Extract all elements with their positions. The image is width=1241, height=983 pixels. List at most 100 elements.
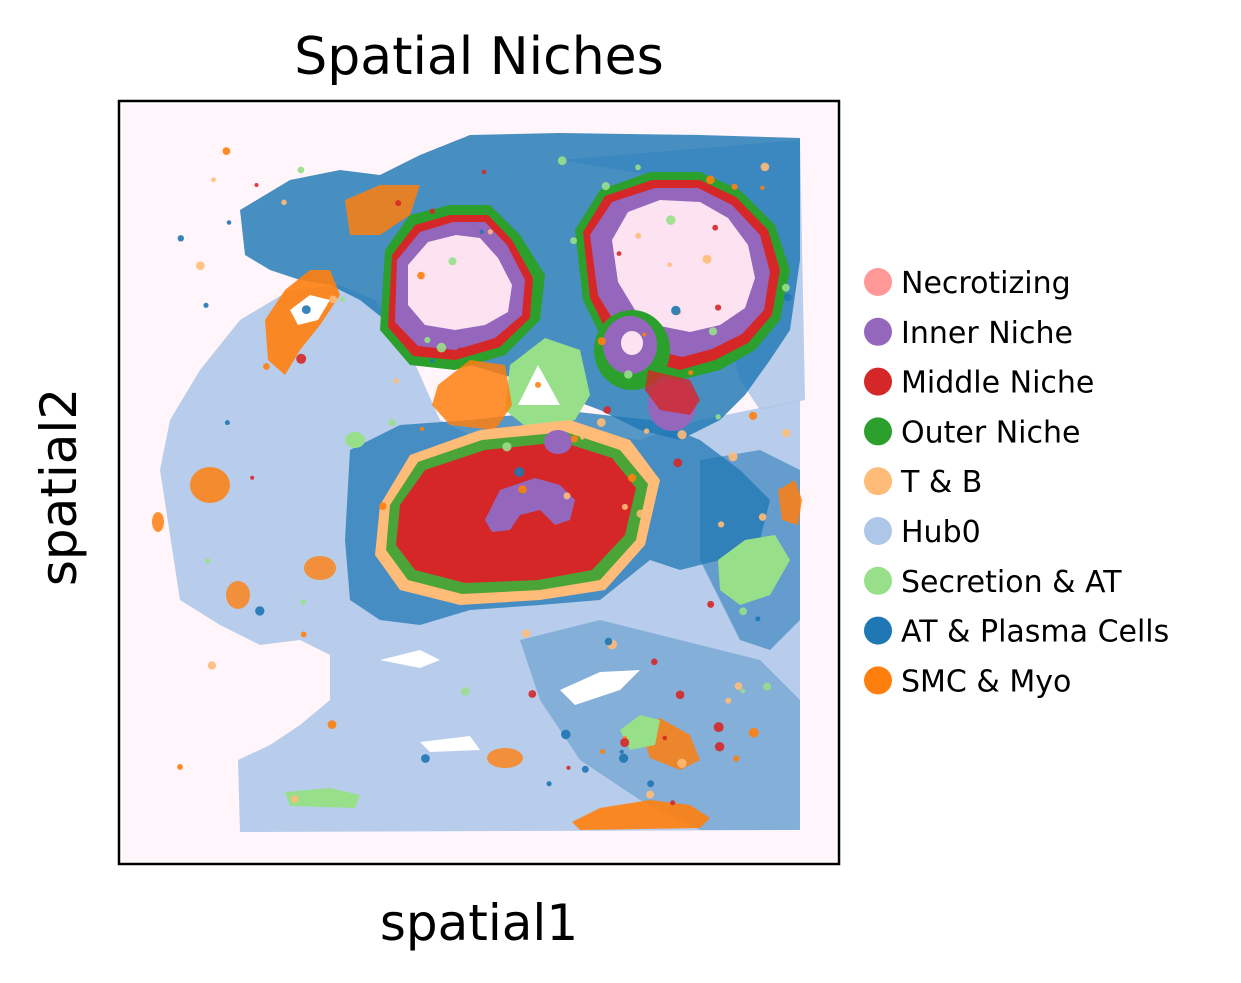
spot (677, 430, 687, 440)
spot (339, 296, 345, 302)
spot (203, 302, 209, 308)
spot (417, 271, 425, 280)
spot (557, 156, 567, 166)
spot (706, 175, 715, 185)
region-smc-myo-left3 (304, 556, 336, 580)
spot (715, 414, 721, 420)
legend-label-7: AT & Plasma Cells (901, 615, 1169, 650)
spot (379, 502, 387, 511)
spot (643, 428, 650, 434)
spot (596, 418, 606, 427)
x-axis-label: spatial1 (380, 894, 578, 952)
spot (673, 458, 683, 468)
spot (207, 661, 216, 670)
legend-marker-3 (864, 417, 892, 446)
region-inner-niche-lower-top (544, 430, 572, 454)
spot (570, 237, 578, 245)
legend-marker-5 (864, 517, 892, 545)
spot (597, 337, 606, 346)
region-middle-niche-bridge (645, 370, 700, 415)
spot (758, 513, 767, 521)
legend-marker-1 (864, 317, 892, 346)
region-necrotic-core-right (612, 200, 755, 332)
spot (327, 720, 337, 729)
spot (725, 697, 732, 704)
spot (635, 164, 641, 171)
spot (388, 419, 396, 427)
spot (647, 780, 654, 788)
legend-label-3: Outer Niche (901, 415, 1080, 450)
chart-title: Spatial Niches (294, 27, 664, 87)
spot (642, 332, 647, 337)
region-gap-lower-1 (380, 650, 440, 668)
spot (667, 262, 672, 267)
spot (177, 764, 183, 770)
spot (224, 420, 230, 426)
legend-marker-0 (864, 268, 892, 296)
spot (601, 182, 610, 191)
spot (675, 690, 685, 700)
spot (296, 353, 307, 364)
spot (621, 503, 628, 510)
spot (226, 220, 232, 225)
spot (713, 722, 724, 733)
spot (670, 800, 676, 806)
spots-layer (177, 147, 792, 806)
spot (715, 304, 722, 311)
spot (177, 235, 184, 242)
spot (456, 544, 462, 550)
region-smc-myo-right-edge (778, 480, 802, 525)
spot (570, 435, 579, 443)
spot (535, 381, 541, 388)
region-smc-myo-edge (152, 512, 164, 532)
spot (581, 765, 589, 773)
region-smc-myo-left (190, 467, 230, 503)
spot (740, 688, 746, 694)
region-smc-myo-left2 (226, 581, 250, 609)
spot (528, 690, 537, 698)
spot (393, 378, 399, 384)
spot (728, 452, 738, 462)
spot (646, 790, 655, 799)
spot (666, 215, 676, 225)
spot (619, 749, 624, 754)
spot (760, 162, 770, 172)
spot (760, 185, 765, 190)
spot (419, 426, 425, 432)
spot (708, 327, 718, 336)
legend-marker-4 (864, 467, 892, 496)
region-secretion-at-bottom-left (285, 788, 360, 808)
spot (782, 283, 790, 292)
legend-marker-2 (864, 367, 892, 396)
legend-label-5: Hub0 (901, 515, 981, 550)
spot (620, 738, 630, 748)
region-secretion-at-right (718, 535, 790, 605)
spot (254, 183, 259, 187)
spot (329, 295, 337, 304)
legend: Necrotizing Inner Niche Middle Niche Outer … (864, 266, 1169, 699)
spot (479, 229, 484, 234)
region-smc-myo-lower-left (487, 748, 523, 768)
spot (600, 749, 606, 755)
spot (712, 224, 719, 231)
spot (731, 183, 738, 190)
spot (255, 606, 265, 616)
spot (748, 727, 759, 738)
spot (628, 473, 637, 482)
region-smc-myo-upper-band (345, 185, 420, 235)
spot (563, 492, 571, 500)
spot (196, 261, 205, 271)
spot (718, 521, 725, 528)
spot (297, 166, 305, 174)
spot (442, 471, 453, 482)
legend-marker-7 (864, 616, 892, 645)
spot (580, 435, 585, 440)
spot (636, 509, 645, 518)
spot (518, 485, 527, 494)
spot (635, 232, 642, 239)
y-axis-label: spatial2 (30, 388, 88, 586)
region-necrotic-small (621, 331, 643, 355)
spot (514, 467, 525, 477)
spot (677, 758, 687, 768)
